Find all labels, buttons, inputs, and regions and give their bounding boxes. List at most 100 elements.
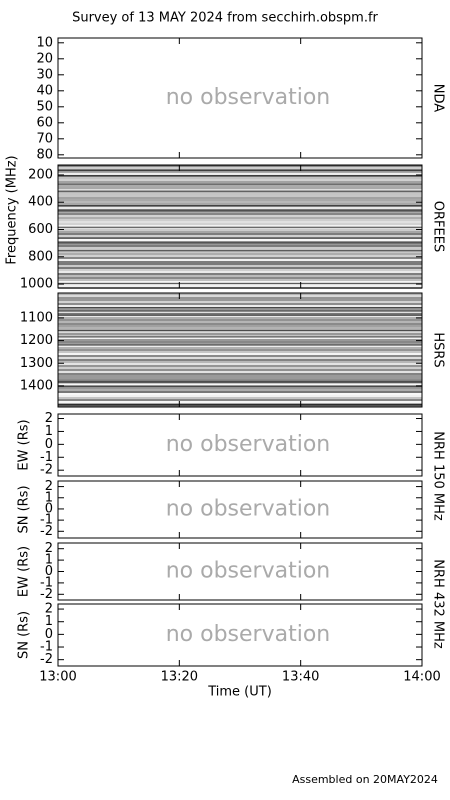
spectrogram-texture [58,213,422,215]
y-tick-label: 30 [36,67,53,82]
no-observation-note: no observation [166,85,331,110]
spectrogram-texture [58,383,422,385]
spectrogram-texture [58,365,422,367]
spectrogram-texture [58,242,422,244]
spectrogram-texture [58,165,422,167]
y-tick-label: -1 [40,450,53,465]
spectrogram-texture [58,211,422,213]
spectrogram-texture [58,373,422,375]
y-tick-label: -2 [40,587,53,602]
spectrogram-texture [58,173,422,175]
y-tick-label: 2 [45,479,53,494]
spectrogram-texture [58,226,422,228]
spectrogram-texture [58,339,422,341]
no-observation-note: no observation [166,497,331,522]
spectrogram-texture [58,333,422,335]
spectrogram-texture [58,317,422,319]
spectrogram-texture [58,353,422,355]
y-tick-label: 2 [45,411,53,426]
spectrogram-texture [58,253,422,255]
spectrogram-texture [58,251,422,253]
spectrogram-texture [58,323,422,325]
spectrogram-texture [58,237,422,239]
spectrogram-texture [58,265,422,267]
spectrogram-texture [58,235,422,237]
panel-frame [57,37,423,159]
spectrogram-texture [58,315,422,317]
spectrogram-texture [58,241,422,243]
y-tick-label: -1 [40,575,53,590]
spectrogram-texture [58,361,422,363]
spectrogram-texture [58,267,422,269]
spectrogram-texture [58,259,422,261]
spectrogram-texture [58,313,422,315]
spectrogram-texture [58,309,422,311]
spectrogram-texture [58,404,422,406]
spectrogram-texture [58,343,422,345]
spectrogram-texture [58,249,422,251]
x-tick-label: 14:00 [403,670,440,685]
y-tick-label: 600 [28,222,53,237]
y-tick-label: 1400 [20,378,53,393]
spectrogram-texture [58,245,422,247]
spectrogram-texture [58,375,422,377]
spectrogram-texture [58,359,422,361]
y-tick-label: 0 [45,437,53,452]
no-observation-note: no observation [166,432,331,457]
spectrogram-texture [58,371,422,373]
no-observation-note: no observation [166,622,331,647]
y-tick-label: -2 [40,463,53,478]
y-tick-label: 1 [45,614,53,629]
spectrogram-texture [58,221,422,223]
no-observation-note: no observation [166,559,331,584]
y-tick-label: 40 [36,83,53,98]
y-tick-label: -2 [40,652,53,667]
spectrogram-texture [58,189,422,191]
spectrogram-texture [58,331,422,333]
spectrogram-texture [58,344,422,346]
y-tick-label: 80 [36,147,53,162]
spectrogram-texture [58,215,422,217]
spectrogram-texture [58,257,422,259]
panel-frame [57,413,423,477]
spectrogram-texture [58,299,422,301]
spectrogram-texture [58,255,422,257]
y-tick-label: 1 [45,490,53,505]
spectrogram-texture [58,190,422,192]
spectrogram-texture [58,205,422,207]
spectrogram-texture [58,285,422,287]
spectrogram-texture [58,223,422,225]
spectrogram-texture [58,319,422,321]
spectrogram-texture [58,295,422,297]
spectrogram-texture [58,282,422,285]
spectrogram-texture [58,345,422,347]
y-tick-label: 200 [28,167,53,182]
y-tick-label: 0 [45,501,53,516]
y-tick-label: 10 [36,35,53,50]
spectrogram-texture [58,174,422,177]
spectrogram-texture [58,167,422,169]
spectrogram-texture [58,311,422,313]
spectrogram-texture [58,377,422,379]
y-tick-label: 20 [36,51,53,66]
y-tick-label: 0 [45,564,53,579]
y-axis-label: EW (Rs) [17,546,32,597]
x-tick-label: 13:20 [161,670,198,685]
y-tick-label: 1 [45,424,53,439]
panel-name: HSRS [431,332,446,367]
spectrogram-texture [58,207,422,209]
spectrogram-texture [58,185,422,187]
spectrogram-texture [58,247,422,249]
spectrogram-texture [58,305,422,307]
spectrogram-texture [58,263,422,265]
y-tick-label: 1000 [20,277,53,292]
spectrogram-texture [58,380,422,383]
spectrogram-texture [58,193,422,195]
spectrogram-texture [58,219,422,221]
spectrogram-texture [58,307,422,309]
y-tick-label: 1100 [20,310,53,325]
spectrogram-texture [58,233,422,235]
spectrogram-texture [58,397,422,399]
spectrogram-texture [58,341,422,343]
